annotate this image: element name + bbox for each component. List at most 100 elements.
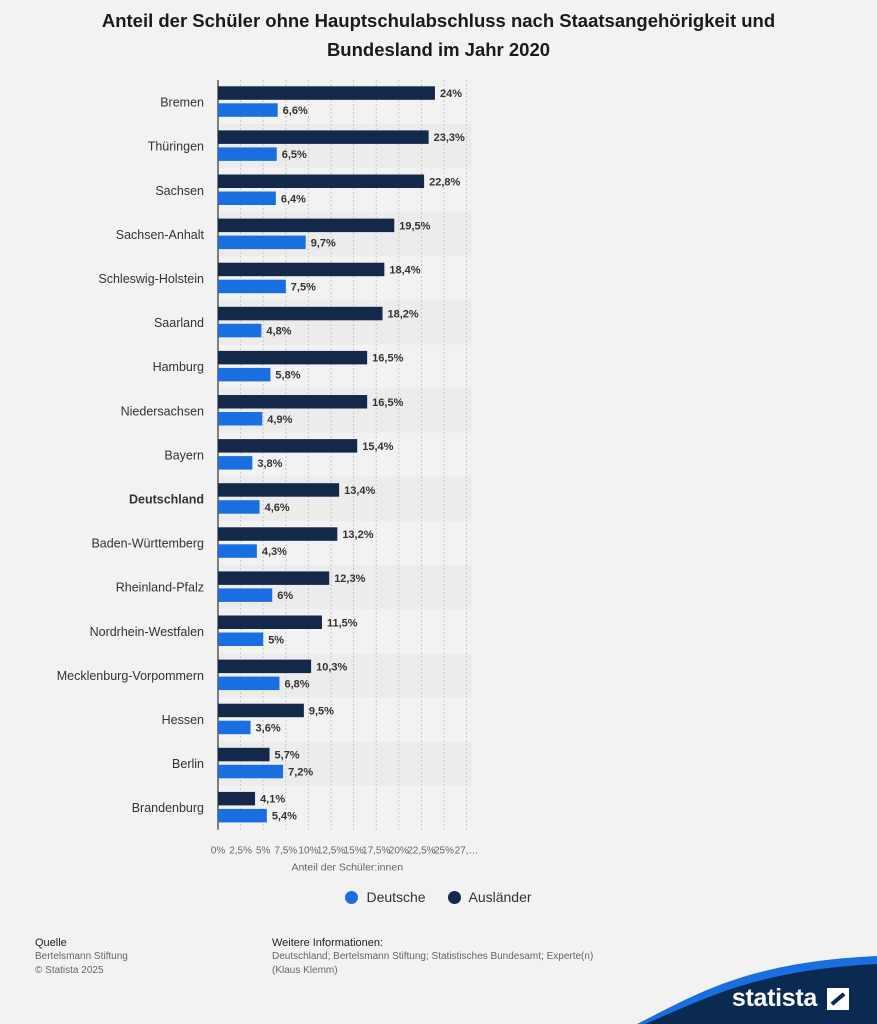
data-label-auslaender: 18,2% — [388, 309, 419, 321]
bar-auslaender — [218, 483, 340, 497]
category-label: Rheinland-Pfalz — [116, 581, 204, 595]
category-label: Hessen — [162, 713, 204, 727]
bar-deutsche — [218, 456, 253, 470]
category-label: Thüringen — [148, 140, 204, 154]
bar-deutsche — [218, 676, 280, 691]
data-label-deutsche: 3,6% — [256, 722, 281, 734]
category-label: Bayern — [164, 448, 204, 462]
data-label-deutsche: 9,7% — [311, 237, 336, 249]
x-tick-label: 17,5% — [362, 846, 390, 857]
data-label-auslaender: 5,7% — [275, 750, 300, 762]
bar-auslaender — [218, 571, 330, 585]
x-tick-label: 12,5% — [317, 846, 345, 857]
bar-auslaender — [218, 747, 270, 762]
data-label-deutsche: 4,8% — [266, 326, 291, 338]
data-label-deutsche: 3,8% — [257, 458, 282, 470]
category-label: Nordrhein-Westfalen — [90, 625, 204, 639]
statista-logo-text: statista — [731, 984, 817, 1012]
legend-dot-auslaender — [447, 890, 461, 904]
copyright: © Statista 2025 — [35, 965, 104, 976]
chart-title: Anteil der Schüler ohne Hauptschulabschl… — [101, 10, 776, 60]
bar-auslaender — [218, 527, 338, 541]
data-label-deutsche: 4,3% — [262, 546, 287, 558]
bar-deutsche — [218, 235, 306, 250]
data-label-auslaender: 24% — [440, 88, 462, 100]
legend-label-deutsche: Deutsche — [366, 889, 426, 905]
category-label: Brandenburg — [132, 801, 204, 815]
data-label-deutsche: 7,5% — [291, 281, 316, 293]
x-tick-label: 5% — [256, 846, 271, 857]
data-label-deutsche: 6,6% — [283, 105, 308, 117]
row-band — [218, 785, 472, 830]
bar-deutsche — [218, 367, 271, 382]
bar-auslaender — [218, 130, 429, 144]
bar-auslaender — [218, 395, 368, 409]
data-label-deutsche: 6% — [277, 590, 293, 602]
bar-auslaender — [218, 703, 304, 718]
x-tick-label: 0% — [211, 846, 226, 857]
bar-deutsche — [218, 764, 284, 779]
bar-deutsche — [218, 412, 263, 426]
bar-deutsche — [218, 191, 276, 205]
bar-auslaender — [218, 791, 256, 806]
source-link[interactable]: Bertelsmann Stiftung — [35, 951, 128, 962]
data-label-deutsche: 5,4% — [272, 811, 297, 823]
bar-deutsche — [218, 720, 251, 735]
data-label-deutsche: 5% — [268, 634, 284, 646]
data-label-deutsche: 7,2% — [288, 767, 313, 779]
data-label-auslaender: 16,5% — [372, 353, 403, 365]
legend: Deutsche Ausländer — [0, 889, 877, 907]
bar-auslaender — [218, 306, 383, 321]
data-label-deutsche: 4,6% — [265, 502, 290, 514]
statista-logo-icon — [827, 988, 849, 1010]
x-tick-label: 15% — [344, 846, 364, 857]
info-line-1: Deutschland; Bertelsmann Stiftung; Stati… — [272, 951, 594, 962]
category-label: Baden-Württemberg — [91, 537, 204, 551]
data-label-auslaender: 16,5% — [372, 397, 403, 409]
x-tick-label: 27,… — [455, 846, 479, 857]
bar-auslaender — [218, 615, 322, 629]
bar-deutsche — [218, 147, 277, 161]
bar-deutsche — [218, 808, 267, 823]
data-label-deutsche: 6,4% — [281, 193, 306, 205]
bar-auslaender — [218, 439, 358, 453]
data-label-auslaender: 13,4% — [344, 485, 375, 497]
data-label-auslaender: 12,3% — [334, 573, 365, 585]
statista-brand[interactable]: statista — [637, 934, 877, 1024]
data-label-auslaender: 18,4% — [389, 264, 420, 276]
bar-deutsche — [218, 632, 264, 646]
bar-deutsche — [218, 500, 260, 514]
data-label-deutsche: 6,8% — [284, 678, 309, 690]
category-label: Mecklenburg-Vorpommern — [57, 669, 204, 683]
category-label: Sachsen-Anhalt — [116, 228, 205, 242]
legend-label-auslaender: Ausländer — [468, 889, 532, 905]
category-label: Bremen — [160, 96, 204, 110]
data-label-deutsche: 4,9% — [267, 414, 292, 426]
data-label-deutsche: 6,5% — [282, 149, 307, 161]
data-label-auslaender: 15,4% — [362, 441, 393, 453]
category-label: Hamburg — [153, 360, 204, 374]
category-label: Saarland — [154, 316, 204, 330]
legend-item-auslaender[interactable]: Ausländer — [447, 889, 532, 905]
source-heading: Quelle — [35, 937, 67, 949]
x-tick-label: 2,5% — [229, 846, 252, 857]
data-label-auslaender: 22,8% — [429, 176, 460, 188]
bar-auslaender — [218, 659, 312, 674]
category-label: Schleswig-Holstein — [98, 272, 204, 286]
bar-chart: 0% 2,5% 5% 7,5% 10%12,5%15%17,5%20%22,5%25% 2… — [57, 80, 479, 874]
bar-auslaender — [218, 174, 425, 188]
bar-deutsche — [218, 588, 273, 602]
info-line-2: (Klaus Klemm) — [272, 965, 338, 976]
legend-dot-deutsche — [345, 890, 359, 904]
bar-auslaender — [218, 86, 435, 100]
category-label: Berlin — [172, 757, 204, 771]
bar-deutsche — [218, 279, 286, 294]
x-tick-label: 22,5% — [407, 846, 435, 857]
category-label: Deutschland — [129, 492, 204, 506]
bar-deutsche — [218, 103, 278, 117]
data-label-auslaender: 4,1% — [260, 794, 285, 806]
data-label-auslaender: 23,3% — [434, 132, 465, 144]
legend-item-deutsche[interactable]: Deutsche — [345, 889, 426, 905]
bar-auslaender — [218, 350, 368, 365]
x-tick-label: 20% — [389, 846, 409, 857]
